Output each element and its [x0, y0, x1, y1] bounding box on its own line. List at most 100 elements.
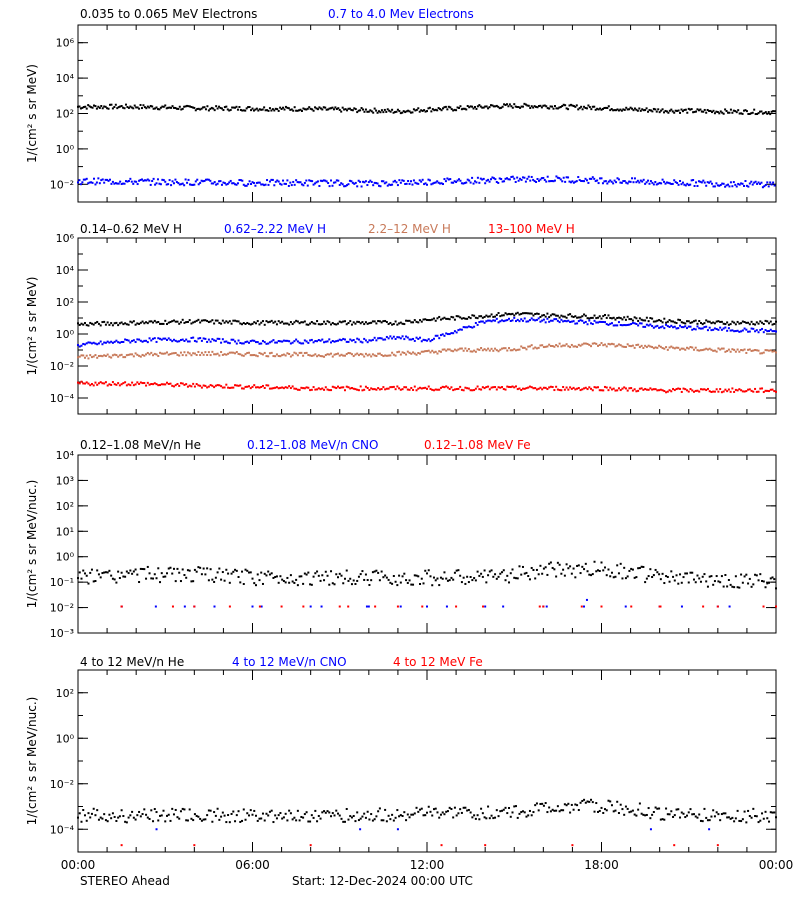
data-point — [346, 184, 349, 187]
data-point — [626, 323, 629, 326]
data-point — [487, 347, 490, 350]
data-point — [584, 177, 587, 180]
data-point — [642, 178, 645, 181]
data-point — [168, 106, 171, 109]
data-point — [613, 109, 616, 112]
data-point — [306, 107, 309, 110]
data-point — [719, 183, 722, 186]
data-point — [581, 180, 584, 183]
data-point — [775, 816, 777, 819]
data-point — [368, 339, 371, 342]
data-point — [738, 819, 741, 822]
data-point — [270, 340, 273, 343]
data-point — [494, 573, 497, 576]
data-point — [761, 186, 764, 189]
data-point — [521, 312, 524, 315]
data-point — [542, 314, 545, 317]
data-point — [378, 110, 381, 113]
data-point — [82, 323, 85, 326]
data-point — [701, 820, 704, 823]
data-point — [303, 352, 306, 355]
data-point — [679, 111, 682, 114]
data-point — [366, 184, 369, 187]
data-point — [706, 387, 709, 390]
data-point — [757, 579, 760, 582]
data-point — [167, 183, 170, 186]
data-point — [773, 110, 776, 113]
data-point — [377, 571, 380, 574]
data-point — [729, 817, 732, 820]
data-point — [242, 354, 245, 357]
data-point — [405, 182, 408, 185]
data-point — [734, 330, 737, 333]
data-point — [768, 820, 771, 823]
data-point — [696, 816, 699, 819]
data-point — [549, 561, 552, 564]
data-point — [539, 104, 542, 107]
data-point — [389, 184, 392, 187]
data-point — [514, 349, 517, 352]
data-point — [263, 106, 266, 109]
data-point — [534, 319, 537, 322]
data-point — [183, 574, 186, 577]
data-point — [220, 322, 223, 325]
data-point — [234, 319, 237, 322]
data-point — [254, 584, 257, 587]
data-point — [476, 570, 479, 573]
data-point — [286, 322, 289, 325]
data-point — [689, 571, 692, 574]
data-point — [242, 808, 245, 811]
data-point — [666, 813, 669, 816]
data-point — [709, 109, 712, 112]
data-point — [604, 106, 607, 109]
data-point — [509, 320, 512, 323]
data-point — [165, 107, 168, 110]
data-point — [113, 106, 116, 109]
data-point — [453, 388, 456, 391]
data-point — [546, 573, 549, 576]
data-point — [443, 316, 446, 319]
data-point — [426, 318, 428, 321]
data-point — [577, 176, 580, 179]
data-point — [153, 808, 156, 811]
data-point — [284, 812, 287, 815]
data-point — [120, 844, 123, 847]
data-point — [424, 569, 427, 572]
data-point — [222, 109, 225, 112]
data-point — [408, 338, 411, 341]
data-point — [347, 579, 350, 582]
data-point — [655, 183, 658, 186]
data-point — [368, 818, 371, 821]
data-point — [764, 349, 767, 352]
data-point — [345, 323, 348, 326]
data-point — [244, 818, 247, 821]
data-point — [699, 321, 702, 324]
data-point — [478, 574, 481, 577]
data-point — [597, 321, 600, 324]
data-point — [270, 351, 273, 354]
data-point — [762, 391, 765, 394]
data-point — [426, 339, 428, 342]
data-point — [647, 179, 650, 182]
data-point — [747, 809, 750, 812]
data-point — [766, 389, 769, 392]
data-point — [759, 182, 762, 185]
data-point — [420, 350, 423, 353]
legend-entry: 0.12–1.08 MeV/n He — [80, 438, 201, 452]
data-point — [289, 574, 292, 577]
data-point — [145, 321, 148, 324]
data-point — [101, 107, 104, 110]
data-point — [576, 387, 579, 390]
data-point — [476, 105, 479, 108]
plot-frame — [77, 24, 777, 203]
data-point — [277, 109, 280, 112]
data-point — [342, 582, 345, 585]
data-point — [727, 323, 730, 326]
data-point — [225, 340, 228, 343]
data-point — [359, 385, 362, 388]
data-point — [670, 345, 673, 348]
data-point — [289, 355, 292, 358]
data-point — [727, 578, 730, 581]
data-point — [537, 809, 540, 812]
data-point — [760, 110, 763, 113]
